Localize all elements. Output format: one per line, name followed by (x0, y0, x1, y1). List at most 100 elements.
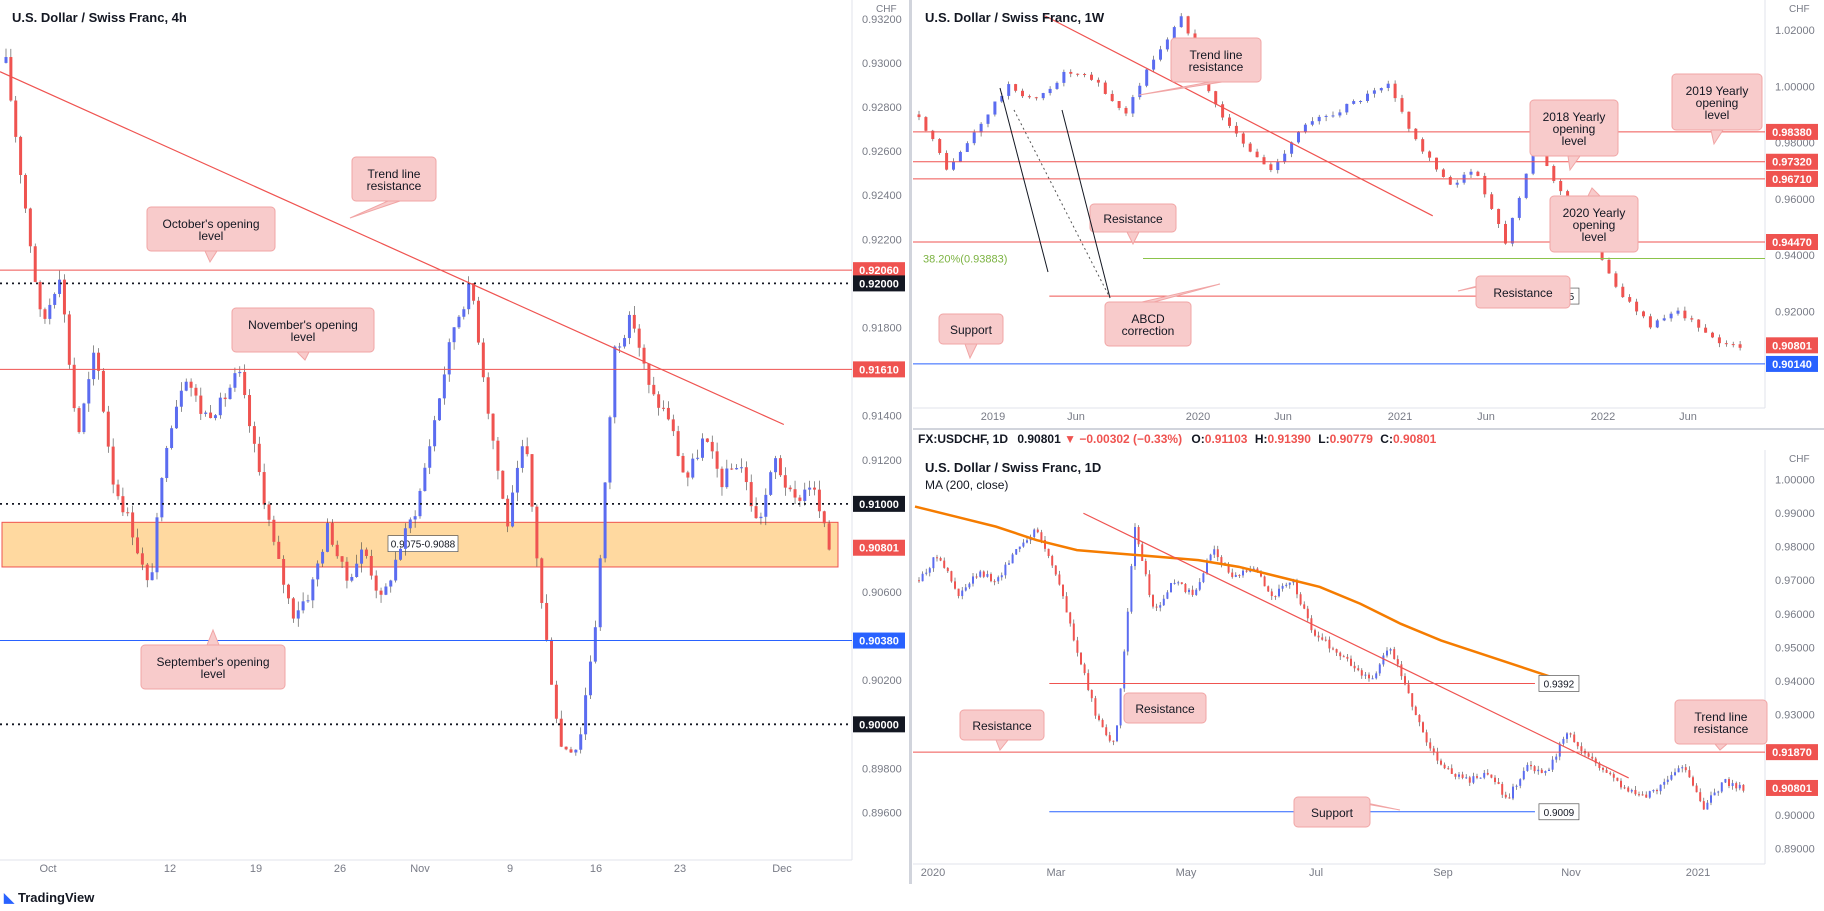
candle-body (1407, 111, 1411, 129)
candle-body (932, 557, 935, 569)
candle-body (1635, 301, 1639, 312)
price-tick-label: 0.94000 (1775, 250, 1815, 262)
candle-body (1274, 596, 1277, 598)
candle-body (1648, 791, 1651, 798)
candle-body (1504, 794, 1507, 798)
callout-box (1123, 692, 1207, 724)
candle-body (1386, 83, 1390, 88)
symbol-ohlc-line: FX:USDCHF, 1D 0.90801 ▼ −0.00302 (−0.33%… (918, 432, 1436, 446)
candle-body (652, 384, 656, 395)
chart-panel-weekly[interactable]: CHF 1.02000 1.00000 0.98000 0.96000 0.94000 0.… (913, 0, 1824, 428)
candle-body (1432, 748, 1435, 752)
price-axis-tag-label: 0.98380 (1772, 127, 1812, 139)
candle-body (1634, 789, 1637, 795)
candle-body (1252, 568, 1255, 570)
candle-body (179, 390, 183, 407)
candle-body (306, 600, 310, 602)
candle-body (986, 574, 989, 577)
ma-indicator-label[interactable]: MA (200, close) (925, 478, 1009, 492)
trendline-resistance (1044, 15, 1433, 217)
candle-body (1676, 310, 1680, 314)
chart-weekly-svg[interactable]: CHF1.020001.000000.980000.960000.940000.… (913, 0, 1824, 428)
candle-body (1630, 789, 1633, 792)
candle-body (160, 478, 164, 518)
time-tick-label: Jun (1274, 411, 1292, 423)
chart-title-4h: U.S. Dollar / Swiss Franc, 4h (12, 10, 187, 25)
candle-body (1436, 751, 1439, 761)
price-tick-label: 0.89600 (862, 808, 902, 820)
candle-body (1018, 546, 1021, 550)
candle-body (1684, 767, 1687, 771)
candle-body (369, 555, 373, 576)
candle-body (1663, 781, 1666, 785)
time-tick-label: Sep (1433, 867, 1453, 879)
candle-body (1083, 664, 1086, 674)
candle-body (1145, 69, 1149, 86)
panel-divider-horizontal[interactable] (913, 428, 1824, 430)
abcd-leg-line (999, 87, 1049, 273)
candle-body (1662, 318, 1666, 321)
candle-body (917, 114, 921, 118)
price-axis-tag-label: 0.91870 (1772, 747, 1812, 759)
candle-body (1688, 770, 1691, 778)
candle-body (1602, 767, 1604, 770)
candle-body (1504, 223, 1507, 244)
candle-body (121, 496, 125, 513)
candle-body (19, 136, 23, 176)
callout-label: opening (1573, 218, 1616, 232)
callout-pointer (1567, 155, 1581, 172)
candle-body (291, 598, 295, 619)
candle-body (938, 139, 942, 153)
candle-body (233, 373, 237, 388)
candle-body (1292, 581, 1295, 583)
candle-body (1262, 157, 1266, 165)
candle-body (1670, 775, 1673, 780)
candle-body (623, 338, 627, 347)
candle-body (1220, 557, 1223, 564)
time-tick-label: 23 (674, 863, 686, 875)
candle-body (1022, 542, 1025, 547)
price-tick-label: 0.96000 (1775, 194, 1815, 206)
chart-daily-svg[interactable]: CHF 1.00000 0.99000 0.98000 0.97000 0.96000 0.… (913, 450, 1824, 884)
candle-body (1087, 673, 1090, 690)
tradingview-logo[interactable]: ◣ TradingView (4, 890, 94, 906)
candle-body (993, 581, 996, 583)
level-tag-label: 0.9009 (1544, 808, 1575, 819)
candle-body (1103, 82, 1107, 94)
candle-body (990, 574, 992, 582)
chart-panel-4h[interactable]: CHF 0.93200 0.93000 0.92800 0.92600 0.92400 0.… (0, 0, 906, 884)
candle-body (1621, 286, 1625, 298)
candle-body (209, 412, 213, 419)
price-axis-tag-label: 0.90380 (859, 636, 899, 648)
candle-body (691, 458, 695, 478)
candle-body (399, 548, 403, 560)
candle-body (1138, 85, 1142, 98)
candle-body (1303, 604, 1306, 609)
candle-body (1490, 774, 1493, 778)
candle-body (272, 519, 276, 542)
candle-body (1706, 802, 1709, 810)
candle-body (822, 511, 826, 524)
candle-body (1607, 259, 1611, 274)
candle-body (783, 475, 787, 488)
chart-panel-daily[interactable]: CHF 1.00000 0.99000 0.98000 0.97000 0.96000 0.… (913, 450, 1824, 884)
callout-label: Resistance (1135, 702, 1195, 716)
candle-body (1540, 769, 1543, 773)
candle-body (1519, 779, 1522, 786)
candle-body (1202, 573, 1205, 583)
candle-body (1393, 83, 1397, 99)
candle-body (101, 370, 105, 412)
price-axis-tag (853, 262, 905, 279)
candle-body (1728, 779, 1730, 786)
candle-body (238, 371, 242, 374)
candle-body (1083, 74, 1087, 76)
time-tick-label: Oct (39, 863, 56, 875)
candle-body (928, 568, 931, 573)
candle-body (1648, 316, 1652, 328)
candle-body (1184, 583, 1187, 593)
panel-divider-vertical[interactable] (909, 0, 912, 884)
candle-body (1522, 770, 1525, 780)
candle-body (1231, 572, 1234, 577)
candle-body (1198, 582, 1201, 590)
